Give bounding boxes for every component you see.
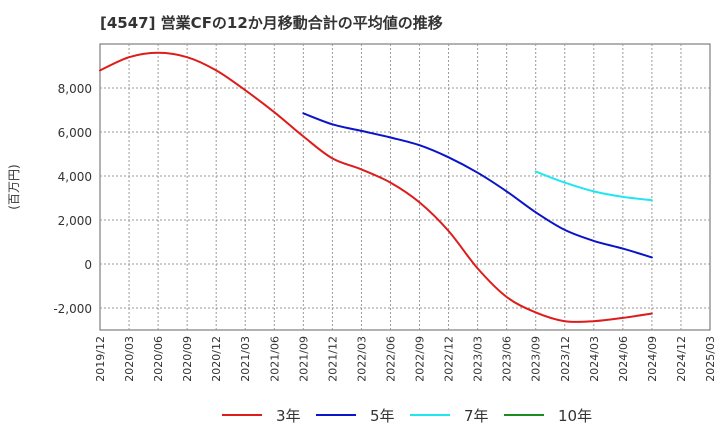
x-tick-label: 2020/09 [181,336,194,382]
x-tick-label: 2020/06 [152,336,165,382]
chart-title: [4547] 営業CFの12か月移動合計の平均値の推移 [100,14,443,32]
x-tick-label: 2022/12 [443,336,456,382]
x-tick-label: 2021/09 [297,336,310,382]
x-tick-label: 2021/03 [239,336,252,382]
x-tick-label: 2023/09 [530,336,543,382]
plot-area [99,43,711,331]
x-tick-label: 2024/09 [646,336,659,382]
legend-item-7y[interactable]: 7年 [410,403,489,427]
x-tick-label: 2022/09 [414,336,427,382]
x-tick-label: 2024/06 [617,336,630,382]
chart-legend: 3年 5年 7年 10年 [0,403,720,427]
x-tick-label: 2024/03 [588,336,601,382]
x-tick-label: 2022/03 [355,336,368,382]
y-tick-label: -2,000 [53,302,92,316]
legend-swatch-3y [222,414,262,416]
legend-item-10y[interactable]: 10年 [504,403,592,427]
legend-label-7y: 7年 [464,406,489,425]
legend-item-5y[interactable]: 5年 [316,403,395,427]
y-axis-label: (百万円) [7,164,21,209]
series-line-7y [534,170,653,202]
x-tick-label: 2019/12 [94,336,107,382]
legend-label-10y: 10年 [558,406,593,425]
x-tick-label: 2021/12 [326,336,339,382]
y-tick-label: 6,000 [58,126,92,140]
x-tick-label: 2020/12 [210,336,223,382]
y-tick-label: 4,000 [58,170,92,184]
series-line-3y [99,51,653,323]
y-tick-label: 8,000 [58,82,92,96]
legend-swatch-7y [410,414,450,416]
x-tick-label: 2025/03 [704,336,717,382]
series-line-5y [302,112,653,259]
legend-swatch-10y [504,414,544,416]
legend-swatch-5y [316,414,356,416]
legend-label-3y: 3年 [276,406,301,425]
y-tick-label: 2,000 [58,214,92,228]
x-tick-label: 2020/03 [123,336,136,382]
x-tick-label: 2024/12 [675,336,688,382]
x-tick-label: 2023/03 [472,336,485,382]
x-tick-label: 2023/12 [559,336,572,382]
x-tick-label: 2021/06 [268,336,281,382]
y-tick-label: 0 [84,258,92,272]
legend-item-3y[interactable]: 3年 [222,403,301,427]
legend-label-5y: 5年 [370,406,395,425]
x-tick-label: 2022/06 [384,336,397,382]
x-tick-label: 2023/06 [501,336,514,382]
